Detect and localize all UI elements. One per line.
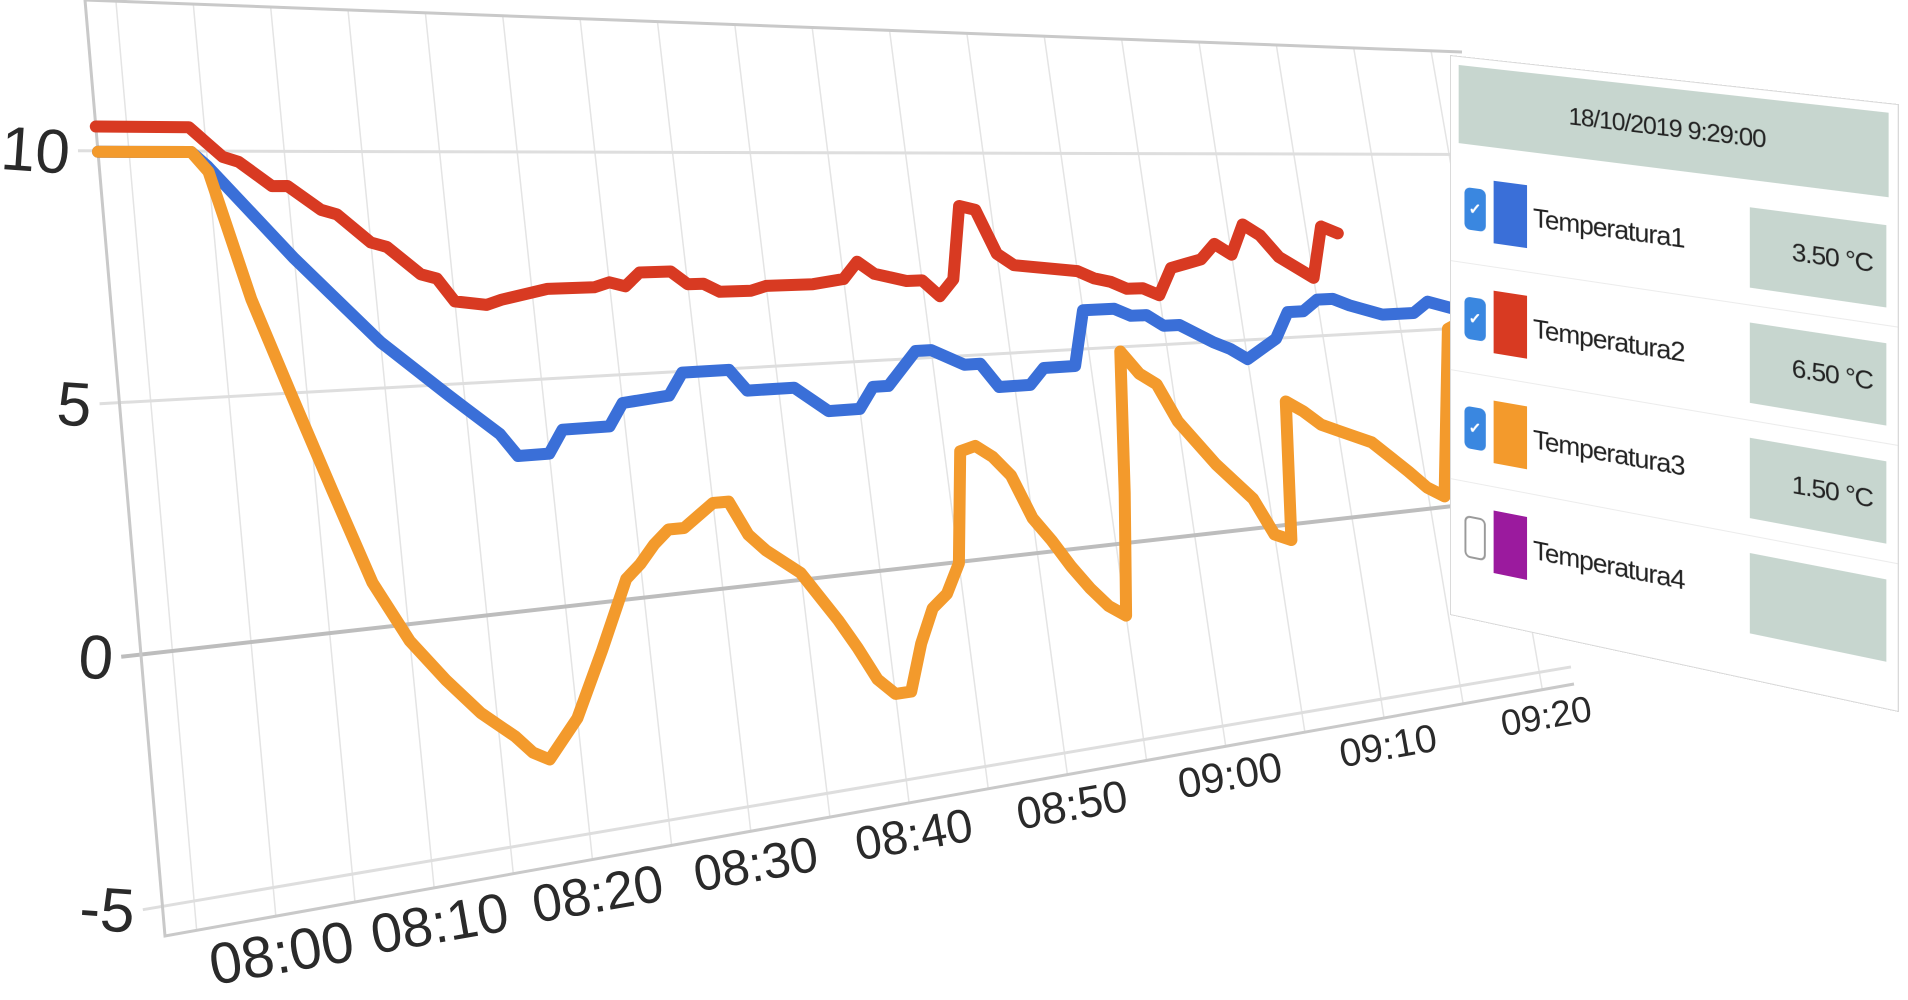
legend-label-temperatura2: Temperatura2 xyxy=(1533,312,1750,379)
v-gridline xyxy=(348,10,434,888)
legend-panel: 18/10/2019 9:29:00 ✓ Temperatura1 3.50 °… xyxy=(1450,55,1899,712)
legend-swatch-temperatura3 xyxy=(1494,401,1527,470)
legend-swatch-temperatura2 xyxy=(1494,291,1527,359)
v-gridline xyxy=(657,22,750,832)
y-tick-label: 5 xyxy=(55,369,94,440)
checkbox-temperatura3[interactable]: ✓ xyxy=(1464,406,1485,452)
v-gridline xyxy=(735,25,830,818)
legend-swatch-temperatura4 xyxy=(1494,510,1527,579)
v-gridline xyxy=(967,33,1067,774)
chart-grid xyxy=(78,1,1571,930)
h-gridline xyxy=(143,667,1571,910)
plot-frame xyxy=(85,0,1574,936)
checkbox-temperatura4[interactable] xyxy=(1464,515,1485,561)
y-tick-label: 10 xyxy=(0,114,72,188)
checkbox-temperatura1[interactable]: ✓ xyxy=(1464,187,1485,232)
v-gridline xyxy=(890,30,989,788)
h-gridline xyxy=(121,496,1540,657)
chart-axes xyxy=(85,0,1574,936)
y-tick-label: 0 xyxy=(76,622,115,693)
x-tick-label: 08:10 xyxy=(366,881,513,966)
legend-label-temperatura4: Temperatura4 xyxy=(1533,534,1750,610)
h-gridline xyxy=(78,151,1480,155)
y-tick-label: -5 xyxy=(77,874,137,947)
legend-value-temperatura3: 1.50 °C xyxy=(1750,438,1887,544)
legend-value-temperatura1: 3.50 °C xyxy=(1750,207,1887,307)
legend-swatch-temperatura1 xyxy=(1494,181,1527,248)
v-gridline xyxy=(1276,45,1384,718)
checkbox-temperatura2[interactable]: ✓ xyxy=(1464,296,1485,342)
chart-series xyxy=(96,127,1479,760)
legend-label-temperatura1: Temperatura1 xyxy=(1533,202,1750,264)
v-gridline xyxy=(116,1,197,930)
x-tick-label: 08:00 xyxy=(204,909,358,998)
v-gridline xyxy=(1044,36,1146,760)
v-gridline xyxy=(1199,42,1305,732)
legend-value-temperatura4 xyxy=(1750,553,1887,662)
legend-value-temperatura2: 6.50 °C xyxy=(1750,323,1887,426)
legend-label-temperatura3: Temperatura3 xyxy=(1533,423,1750,494)
v-gridline xyxy=(1122,39,1226,746)
